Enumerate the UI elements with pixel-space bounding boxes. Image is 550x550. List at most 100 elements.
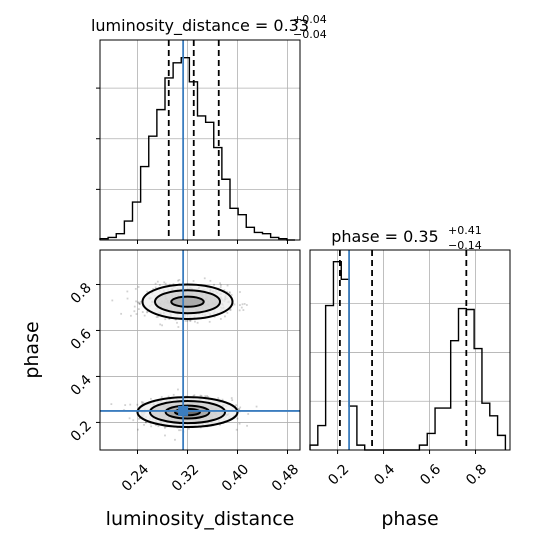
scatter-point xyxy=(208,320,211,323)
scatter-point xyxy=(209,279,212,282)
x-axis-label-lumdist: luminosity_distance xyxy=(106,508,295,530)
scatter-point xyxy=(163,427,166,429)
scatter-point xyxy=(140,401,143,403)
scatter-point xyxy=(141,402,144,405)
contour-line xyxy=(170,295,205,308)
scatter-point xyxy=(188,427,190,430)
scatter-point xyxy=(243,303,246,305)
scatter-point xyxy=(167,395,170,398)
scatter-point xyxy=(137,286,140,288)
scatter-point xyxy=(156,280,159,283)
scatter-point xyxy=(128,417,131,420)
scatter-point xyxy=(149,397,152,400)
scatter-point xyxy=(226,291,228,293)
scatter-point xyxy=(133,310,136,313)
contour-line xyxy=(149,400,226,425)
x-tick-label: 0.2 xyxy=(325,461,352,488)
scatter-point xyxy=(168,283,171,286)
y-tick-label: 0.8 xyxy=(68,280,95,307)
scatter-point xyxy=(219,423,221,426)
scatter-point xyxy=(157,315,160,318)
scatter-point xyxy=(186,320,189,322)
axes-frame xyxy=(99,249,301,451)
scatter-point xyxy=(213,283,215,286)
scatter-point xyxy=(240,306,243,309)
scatter-point xyxy=(124,404,127,406)
scatter-point xyxy=(230,397,233,399)
scatter-point xyxy=(196,321,199,324)
x-axis-label-phase: phase xyxy=(381,508,438,530)
scatter-point xyxy=(179,429,182,432)
scatter-point xyxy=(138,303,141,306)
axes-frame xyxy=(309,249,511,451)
scatter-point xyxy=(192,280,195,282)
scatter-point xyxy=(223,289,226,291)
scatter-point xyxy=(228,291,231,294)
scatter-point xyxy=(149,422,152,425)
contour-line xyxy=(141,283,234,320)
scatter-point xyxy=(155,316,158,318)
scatter-point xyxy=(164,434,166,437)
scatter-point xyxy=(230,294,233,296)
scatter-point xyxy=(229,309,232,312)
scatter-point xyxy=(155,424,157,427)
scatter-point xyxy=(138,417,140,420)
lumdist-title: luminosity_distance = 0.33 xyxy=(91,16,309,36)
scatter-point xyxy=(110,403,113,406)
scatter-point xyxy=(168,317,171,320)
lumdist-title-minus: −0.04 xyxy=(293,28,327,41)
scatter-point xyxy=(221,398,224,401)
scatter-point xyxy=(137,428,139,431)
scatter-point xyxy=(203,277,206,280)
scatter-point xyxy=(129,403,132,406)
scatter-point xyxy=(231,399,234,401)
scatter-point xyxy=(199,394,202,397)
scatter-point xyxy=(159,323,162,326)
scatter-point xyxy=(228,292,231,295)
scatter-point xyxy=(192,395,195,397)
scatter-point xyxy=(174,438,176,441)
scatter-point xyxy=(126,290,129,293)
scatter-point xyxy=(142,401,145,404)
scatter-point xyxy=(217,397,220,400)
phase-lumdist-2d-panel: 0.24 0.32 0.40 0.48 0.2 0.4 0.6 0.8 xyxy=(68,249,302,495)
scatter-point xyxy=(229,308,232,311)
scatter-point xyxy=(178,278,181,281)
phase-histogram-panel: 0.2 0.4 0.6 0.8 xyxy=(309,249,511,488)
scatter-point xyxy=(139,300,142,303)
scatter-point xyxy=(132,419,135,422)
scatter-point xyxy=(137,308,140,311)
scatter-point xyxy=(177,388,179,391)
scatter-point xyxy=(135,300,137,303)
x-tick-label: 0.40 xyxy=(219,461,252,494)
scatter-point xyxy=(207,396,210,398)
scatter-point xyxy=(137,301,139,304)
phase-title-plus: +0.41 xyxy=(448,224,482,237)
scatter-point xyxy=(144,421,147,424)
x-tick-label: 0.48 xyxy=(269,461,302,494)
scatter-point xyxy=(145,421,147,424)
lumdist-histogram-panel xyxy=(96,39,301,244)
scatter-point xyxy=(161,324,163,327)
phase-title-minus: −0.14 xyxy=(448,239,482,252)
scatter-point xyxy=(164,425,166,428)
scatter-point xyxy=(193,394,196,397)
scatter-point xyxy=(126,297,129,300)
x-tick-label: 0.8 xyxy=(463,461,490,488)
scatter-point xyxy=(146,290,149,293)
scatter-point xyxy=(138,302,141,305)
x-tick-label: 0.32 xyxy=(169,461,202,494)
scatter-point xyxy=(135,313,138,315)
scatter-point xyxy=(247,413,250,415)
scatter-point xyxy=(226,284,229,287)
scatter-point xyxy=(176,321,178,324)
scatter-point xyxy=(219,282,222,285)
scatter-point xyxy=(255,405,258,408)
scatter-point xyxy=(174,318,177,321)
scatter-point xyxy=(136,403,139,406)
scatter-point xyxy=(224,315,226,318)
scatter-point xyxy=(189,319,191,322)
contour-line xyxy=(136,396,239,429)
scatter-point xyxy=(238,422,241,425)
